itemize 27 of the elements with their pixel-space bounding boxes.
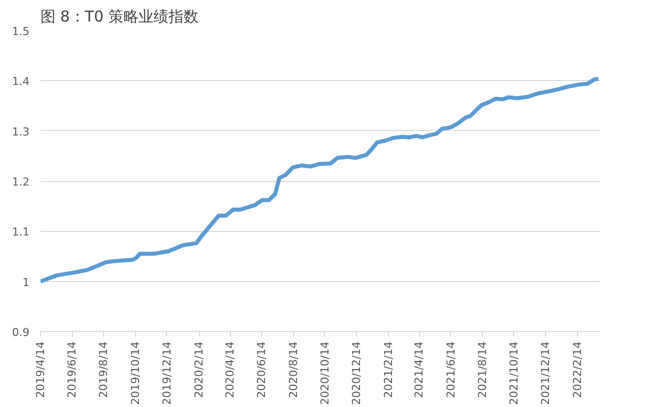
x-tick-label: 2021/4/14 bbox=[412, 341, 426, 398]
x-tick-label: 2021/8/14 bbox=[476, 341, 489, 398]
x-tick-label: 2020/12/14 bbox=[350, 341, 364, 405]
x-tick-label: 2021/10/14 bbox=[507, 341, 520, 405]
line-series bbox=[40, 77, 600, 284]
x-tick-label: 2021/12/14 bbox=[539, 341, 552, 405]
x-tick-label: 2020/6/14 bbox=[255, 341, 268, 398]
y-tick-label: 1.3 bbox=[12, 125, 30, 138]
x-tick-label: 2020/2/14 bbox=[192, 341, 206, 398]
x-tick-label: 2021/6/14 bbox=[444, 341, 458, 398]
chart-title: 图 8：T0 策略业绩指数 bbox=[40, 8, 198, 26]
x-tick-label: 2020/10/14 bbox=[318, 341, 332, 405]
y-tick-label: 0.9 bbox=[12, 326, 30, 339]
y-tick-label: 1 bbox=[22, 276, 30, 289]
x-tick-label: 2019/6/14 bbox=[66, 341, 79, 398]
y-tick-label: 1.5 bbox=[12, 25, 30, 38]
x-tick-label: 2021/2/14 bbox=[382, 341, 396, 398]
y-tick-label: 1.4 bbox=[12, 75, 30, 88]
y-tick-label: 1.2 bbox=[12, 176, 30, 188]
y-tick-label: 1.1 bbox=[12, 226, 30, 239]
x-tick-label: 2019/10/14 bbox=[128, 341, 142, 405]
x-tick-label: 2019/4/14 bbox=[34, 341, 47, 398]
x-tick-label: 2020/8/14 bbox=[286, 341, 300, 398]
x-tick-label: 2019/12/14 bbox=[160, 341, 174, 405]
x-tick-label: 2022/2/14 bbox=[571, 341, 584, 398]
x-tick-label: 2020/4/14 bbox=[224, 341, 237, 398]
x-tick-label: 2019/8/14 bbox=[97, 341, 110, 398]
